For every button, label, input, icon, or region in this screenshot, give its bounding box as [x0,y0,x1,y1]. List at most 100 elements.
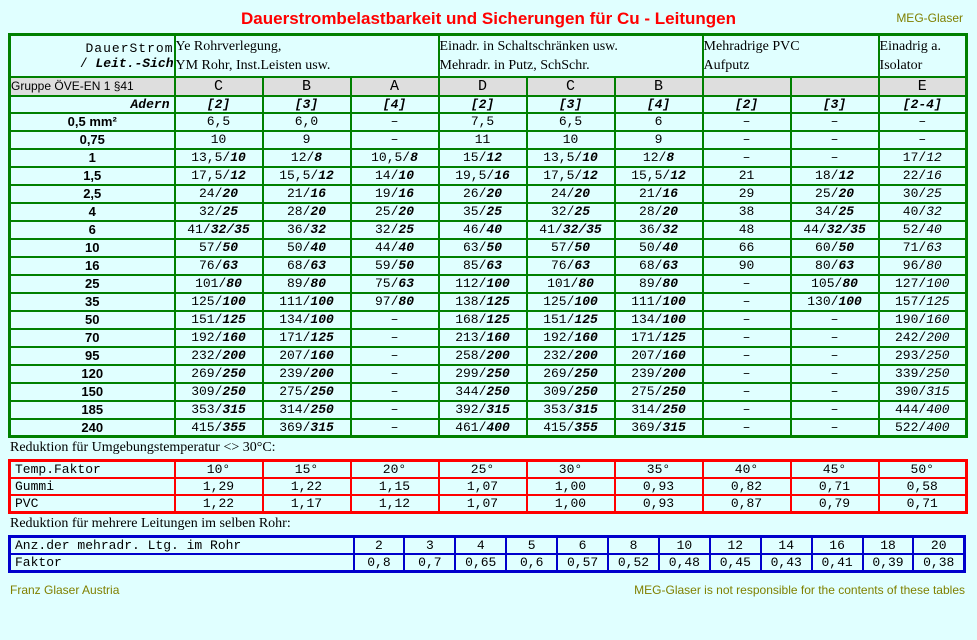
current-value: 275/ [631,384,663,399]
fuse-value: 50 [398,258,415,273]
value-cell: 59/50 [349,255,440,276]
value-cell: 96/80 [877,255,968,276]
adern-col-cell: [2] [437,94,528,114]
current-value: 10,5/ [371,150,411,165]
temp-header-row: Temp.Faktor 10° 15° 20° 25° 30° 35° 40° 45° 50° [8,459,968,479]
temp-header-cell: 30° [525,459,616,479]
value-cell: 11 [437,129,528,150]
fuse-value: 80 [226,276,242,291]
value-cell: – [701,381,792,402]
table-row: 4 32/25 28/20 25/20 35/25 32/25 28/20 38 34/25 40… [8,201,968,222]
table-row: 10 57/50 50/40 44/40 63/50 57/50 50/40 66 60/50 7… [8,237,968,258]
fuse-value: 125 [662,330,686,345]
current-value: 269/ [191,366,223,381]
current-value: 112/ [455,276,487,291]
fuse-value: 12 [486,150,503,165]
table-row: 50 151/125 134/100–168/125 151/125 134/100– –… [8,309,968,330]
value-cell: 309/250 [525,381,616,402]
current-value: 89/ [639,276,663,291]
table-row: 70 192/160 171/125–213/160 192/160 171/125– –… [8,327,968,348]
fuse-value: 100 [662,294,686,309]
fuse-value: 50 [574,240,591,255]
fuse-value: 20 [662,204,679,219]
value-cell: 415/355 [173,417,264,438]
current-value: 15/ [463,150,487,165]
value-cell: 269/250 [525,363,616,384]
current-value: 522/ [894,419,927,435]
current-value: 105/ [811,276,843,291]
fuse-value: 32 [662,222,679,237]
value-cell: 36/32 [613,219,704,240]
current-value: 269/ [543,366,575,381]
fuse-value: 250 [926,348,950,363]
current-value: 63/ [463,240,487,255]
value-cell: 68/63 [261,255,352,276]
current-value: 68/ [286,258,311,273]
current-value: 15,5/ [279,168,319,183]
current-value: 190/ [894,312,927,327]
current-value: 50/ [286,240,311,255]
fuse-value: 100 [838,294,862,309]
value-cell: – [701,417,792,438]
value-cell: – [789,111,880,132]
fuse-value: 250 [486,366,510,381]
current-value: 26/ [463,186,487,201]
value-cell: 101/80 [173,273,264,294]
value-cell: 444/400 [877,399,968,420]
value-cell: 89/80 [261,273,352,294]
current-value: 76/ [198,258,223,273]
current-value: 232/ [543,348,575,363]
fuse-value: 160 [926,312,950,327]
value-cell: – [349,363,440,384]
temp-header-cell: 15° [261,459,352,479]
row-label: 2,5 [8,183,176,204]
fuse-value: 125 [310,330,334,345]
table-row: 16 76/63 68/63 59/50 85/63 76/63 68/63 90 80/63 9… [8,255,968,276]
fuse-value: 125 [222,312,246,327]
fuse-value: 40 [310,240,326,255]
fuse-value: 32 [926,204,942,219]
value-cell: 22/16 [877,165,968,186]
brand-label: MEG-Glaser [896,11,963,25]
fuse-value: 40 [486,222,503,237]
current-value: 59/ [375,258,399,273]
fuse-value: 8 [314,150,323,165]
value-cell: 207/160 [261,345,352,366]
bundle-factor-table: Anz.der mehradr. Ltg. im Rohr 2 3 4 5 6 8 10 12… [8,535,966,573]
fuse-value: 32/35 [562,222,602,237]
corner-line1: DauerStrom [85,40,174,56]
value-cell: 151/125 [525,309,616,330]
current-value: 390/ [894,384,927,399]
fuse-value: 250 [486,384,510,399]
group-header-insulator: Einadrig a. Isolator [877,33,968,78]
row-label: 35 [8,291,176,312]
value-cell: 171/125 [261,327,352,348]
fuse-value: 63 [222,258,238,273]
fuse-value: 400 [926,402,950,417]
value-cell: 171/125 [613,327,704,348]
value-cell: 207/160 [613,345,704,366]
current-value: 314/ [279,402,311,417]
fuse-value: 10 [582,150,598,165]
temp-header-cell: 45° [789,459,880,479]
current-value: 30/ [902,186,927,201]
current-value: 36/ [639,222,663,237]
fuse-value: 16 [662,186,679,201]
current-value: 44/ [803,222,827,237]
temp-table-body: Temp.Faktor 10° 15° 20° 25° 30° 35° 40° 45° 50° … [8,459,968,514]
current-value: 96/ [902,258,927,273]
fuse-value: 80 [842,276,858,291]
temp-factor-cell: 1,07 [437,477,528,496]
bundle-count-cell: 3 [403,535,457,555]
row-label: 240 [8,417,176,438]
gruppe-letter-cell [789,75,880,97]
value-cell: 13,5/10 [173,147,264,168]
value-cell: 269/250 [173,363,264,384]
fuse-value: 315 [486,402,510,417]
value-cell: 52/40 [877,219,968,240]
value-cell: 275/250 [613,381,704,402]
value-cell: 66 [701,237,792,258]
page-header: Dauerstrombelastbarkeit und Sicherungen … [0,0,977,33]
value-cell: 21 [701,165,792,186]
fuse-value: 32 [310,222,326,237]
